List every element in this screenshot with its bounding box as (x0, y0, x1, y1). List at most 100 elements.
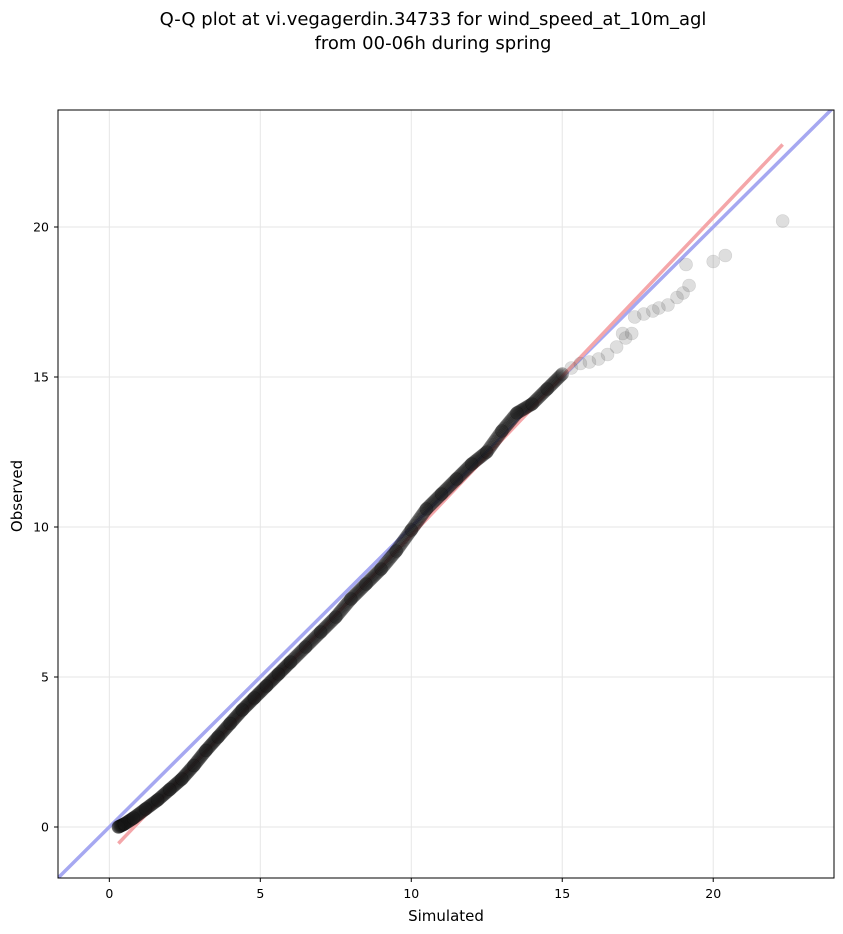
quantile-point (267, 671, 281, 686)
quantile-point (464, 457, 479, 471)
quantile-point (307, 631, 322, 646)
quantile-point (463, 458, 478, 472)
quantile-point (262, 676, 276, 691)
quantile-point (504, 412, 519, 427)
quantile-point (243, 695, 257, 710)
quantile-point (474, 449, 489, 464)
quantile-point (205, 736, 219, 751)
quantile-point (191, 753, 205, 767)
quantile-point (213, 727, 228, 741)
quantile-point (455, 466, 469, 481)
quantile-point (378, 557, 393, 571)
quantile-point (414, 509, 428, 524)
quantile-point (405, 521, 420, 536)
quantile-point (519, 400, 534, 415)
quantile-point (118, 816, 132, 831)
quantile-point (313, 625, 328, 639)
quantile-point (227, 711, 242, 726)
quantile-point (358, 578, 372, 592)
quantile-point (143, 798, 158, 812)
quantile-point (434, 487, 449, 501)
quantile-point (493, 425, 508, 440)
quantile-point (502, 415, 517, 429)
quantile-point (312, 626, 327, 640)
quantile-point (305, 633, 319, 648)
quantile-point (237, 701, 251, 716)
quantile-point (144, 797, 159, 812)
quantile-point (395, 535, 410, 549)
quantile-point (134, 805, 149, 820)
quantile-point (165, 780, 180, 795)
quantile-point (179, 767, 193, 781)
quantile-point (490, 430, 505, 444)
quantile-point (152, 791, 167, 806)
quantile-point (477, 446, 492, 461)
quantile-point (180, 766, 194, 781)
quantile-point (488, 433, 503, 447)
quantile-point (345, 591, 359, 605)
quantile-point (489, 431, 504, 446)
y-tick-label: 20 (33, 220, 49, 235)
quantile-point (438, 482, 453, 497)
quantile-point (256, 682, 270, 697)
quantile-point (253, 685, 268, 699)
quantile-point (121, 814, 136, 829)
quantile-point (297, 641, 312, 655)
quantile-point (202, 739, 217, 754)
quantile-point (229, 709, 243, 724)
quantile-point (415, 508, 429, 522)
quantile-point (319, 619, 333, 634)
quantile-point (113, 819, 128, 833)
quantile-point (151, 792, 166, 807)
quantile-point (189, 755, 204, 770)
quantile-point (440, 481, 454, 496)
quantile-point (139, 801, 154, 816)
quantile-point (532, 389, 547, 404)
quantile-point (298, 640, 313, 654)
quantile-point (200, 742, 214, 757)
quantile-point (234, 704, 249, 718)
quantile-point (112, 819, 126, 834)
quantile-point (178, 768, 193, 782)
quantile-point (324, 614, 339, 629)
quantile-point (321, 617, 336, 632)
quantile-point (506, 410, 521, 424)
identity-reference-line (58, 110, 834, 878)
tail-quantile-point (582, 355, 597, 369)
quantile-point (142, 799, 156, 814)
quantile-point (129, 809, 143, 823)
quantile-point (337, 599, 352, 614)
quantile-point (328, 610, 343, 624)
quantile-point (248, 690, 262, 704)
quantile-point (244, 693, 259, 708)
quantile-point (219, 720, 234, 735)
quantile-point (469, 453, 483, 468)
quantile-point (348, 587, 363, 602)
quantile-point (206, 735, 220, 750)
quantile-point (389, 544, 403, 558)
quantile-point (430, 491, 444, 506)
quantile-point (190, 754, 205, 769)
quantile-point (217, 723, 231, 738)
quantile-point (222, 717, 237, 732)
quantile-point (354, 581, 369, 596)
quantile-point (539, 383, 553, 397)
quantile-point (369, 566, 384, 581)
quantile-point (126, 811, 140, 826)
quantile-point (183, 762, 198, 777)
quantile-point (175, 771, 190, 785)
tail-quantile-point (661, 298, 675, 312)
quantile-point (359, 577, 373, 591)
quantile-point (138, 802, 153, 816)
quantile-point (288, 650, 302, 665)
quantile-point (186, 759, 200, 774)
quantile-point (218, 721, 233, 736)
quantile-point (199, 743, 213, 758)
quantile-point (275, 662, 290, 677)
quantile-point (464, 457, 479, 471)
quantile-point (283, 655, 298, 669)
tail-quantile-point (600, 347, 615, 362)
quantile-point (181, 764, 196, 779)
quantile-point (367, 568, 382, 583)
quantile-point (145, 797, 160, 811)
